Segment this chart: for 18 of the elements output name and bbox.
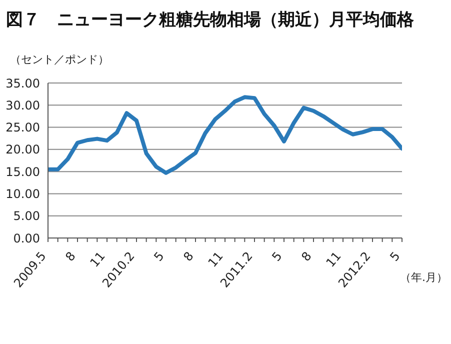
- x-tick-label: 5: [387, 249, 403, 264]
- x-tick-label: 8: [298, 249, 314, 264]
- y-tick-label: 20.00: [6, 142, 40, 157]
- y-tick-label: 0.00: [13, 231, 40, 246]
- y-tick-label: 10.00: [6, 186, 40, 201]
- x-axis-title: （年.月）: [400, 270, 448, 285]
- x-tick-label: 8: [62, 249, 78, 264]
- y-axis-title: （セント／ポンド）: [10, 52, 109, 67]
- y-tick-label: 25.00: [6, 120, 40, 135]
- y-tick-label: 35.00: [6, 76, 40, 90]
- chart-title: 図７ ニューヨーク粗糖先物相場（期近）月平均価格: [6, 9, 414, 31]
- x-tick-label: 5: [269, 249, 285, 264]
- y-tick-label: 15.00: [6, 164, 40, 179]
- line-series: [48, 95, 402, 175]
- x-tick-label: 8: [180, 249, 196, 264]
- y-tick-label: 5.00: [13, 209, 40, 224]
- x-tick-label: 5: [151, 249, 167, 264]
- y-tick-label: 30.00: [6, 98, 40, 112]
